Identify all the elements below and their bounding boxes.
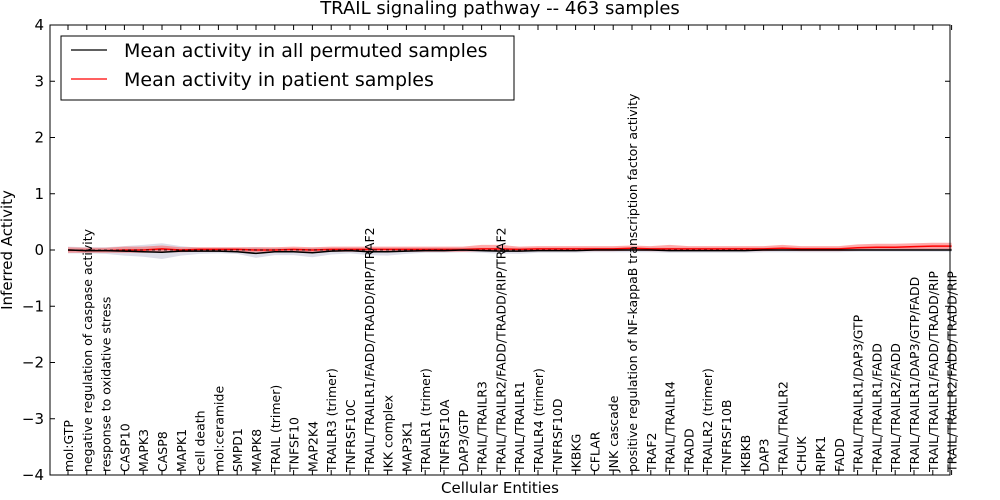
category-label: CASP10	[117, 423, 132, 472]
category-label: TRAIL/TRAILR3	[475, 381, 490, 473]
category-label: CHUK	[794, 436, 809, 472]
category-label: CFLAR	[587, 431, 602, 472]
category-label: TRAIL/TRAILR2/FADD/TRADD/RIP	[945, 271, 960, 473]
y-axis-label: Inferred Activity	[0, 190, 16, 310]
category-label: RIPK1	[813, 436, 828, 472]
category-label: TRAIL/TRAILR2/FADD/TRADD/RIP/TRAF2	[493, 227, 508, 473]
legend-box	[60, 35, 515, 101]
category-label: TRAILR4 (trimer)	[531, 368, 546, 473]
category-label: FADD	[832, 438, 847, 472]
y-tick-label: 4	[34, 16, 44, 34]
legend-label-patient: Mean activity in patient samples	[124, 69, 434, 91]
category-label: TRAILR2 (trimer)	[700, 368, 715, 473]
category-label: mol:GTP	[61, 420, 76, 472]
category-labels: mol:GTP negative regulation of caspase ac…	[61, 93, 960, 473]
category-label: TRAIL/TRAILR1/DAP3/GTP/FADD	[907, 277, 922, 473]
category-label: TRAIL/TRAILR1	[512, 381, 527, 473]
series-lines	[67, 245, 952, 255]
category-label: DAP3	[757, 439, 772, 472]
category-label: MAP2K4	[305, 421, 320, 472]
category-label: TRADD	[681, 428, 696, 473]
category-label: TRAILR1 (trimer)	[418, 368, 433, 473]
category-label: MAP3K1	[399, 421, 414, 472]
category-label: TNFSF10	[287, 417, 302, 473]
y-tick-label: 0	[34, 241, 44, 259]
category-label: negative regulation of caspase activity	[80, 228, 95, 472]
category-label: TRAILR3 (trimer)	[324, 368, 339, 473]
y-tick-label: 3	[34, 72, 44, 90]
category-label: TRAIL/TRAILR1/FADD	[869, 343, 884, 473]
y-tick-label: −3	[22, 410, 44, 428]
x-axis-label: Cellular Entities	[441, 479, 559, 497]
category-label: TRAIL/TRAILR1/DAP3/GTP	[851, 314, 866, 473]
category-label: TNFRSF10C	[343, 399, 358, 473]
legend: Mean activity in all permuted samples Me…	[60, 35, 515, 101]
chart-title: TRAIL signaling pathway -- 463 samples	[319, 0, 680, 19]
category-label: TRAIL (trimer)	[268, 385, 283, 473]
category-label: TRAF2	[644, 432, 659, 473]
line-series-0	[67, 249, 952, 255]
category-label: IKBKG	[569, 434, 584, 472]
y-tick-label: −1	[22, 297, 44, 315]
category-label: TRAIL/TRAILR2	[775, 381, 790, 473]
category-label: response to oxidative stress	[99, 297, 114, 472]
y-tick-label: −4	[22, 466, 44, 484]
category-label: cell death	[193, 410, 208, 472]
category-label: TNFRSF10D	[550, 398, 565, 473]
category-label: IKBKB	[738, 435, 753, 472]
category-label: TRAIL/TRAILR1/FADD/TRADD/RIP	[926, 271, 941, 473]
category-label: TRAIL/TRAILR4	[663, 381, 678, 473]
y-axis-ticks: −4 −3 −2 −1 0 1 2 3 4	[22, 16, 950, 484]
line-series-1	[67, 245, 952, 252]
category-label: SMPD1	[230, 428, 245, 472]
category-label: TNFRSF10B	[719, 400, 734, 473]
y-tick-label: 1	[34, 185, 44, 203]
category-label: CASP8	[155, 431, 170, 472]
category-label: IKK complex	[381, 395, 396, 472]
category-label: MAPK3	[136, 429, 151, 472]
category-label: JNK cascade	[606, 395, 621, 473]
category-label: TRAIL/TRAILR2/FADD	[888, 343, 903, 473]
category-label: TNFRSF10A	[437, 399, 452, 473]
y-tick-label: 2	[34, 129, 44, 147]
category-label: DAP3/GTP	[456, 409, 471, 472]
category-label: mol:ceramide	[211, 386, 226, 472]
category-label: MAPK1	[174, 429, 189, 472]
x-axis-ticks	[67, 25, 953, 475]
category-label: MAPK8	[249, 429, 264, 472]
y-tick-label: −2	[22, 354, 44, 372]
category-label: positive regulation of NF-kappaB transcr…	[625, 93, 640, 472]
category-label: TRAIL/TRAILR1/FADD/TRADD/RIP/TRAF2	[362, 227, 377, 473]
legend-label-permuted: Mean activity in all permuted samples	[124, 40, 487, 62]
